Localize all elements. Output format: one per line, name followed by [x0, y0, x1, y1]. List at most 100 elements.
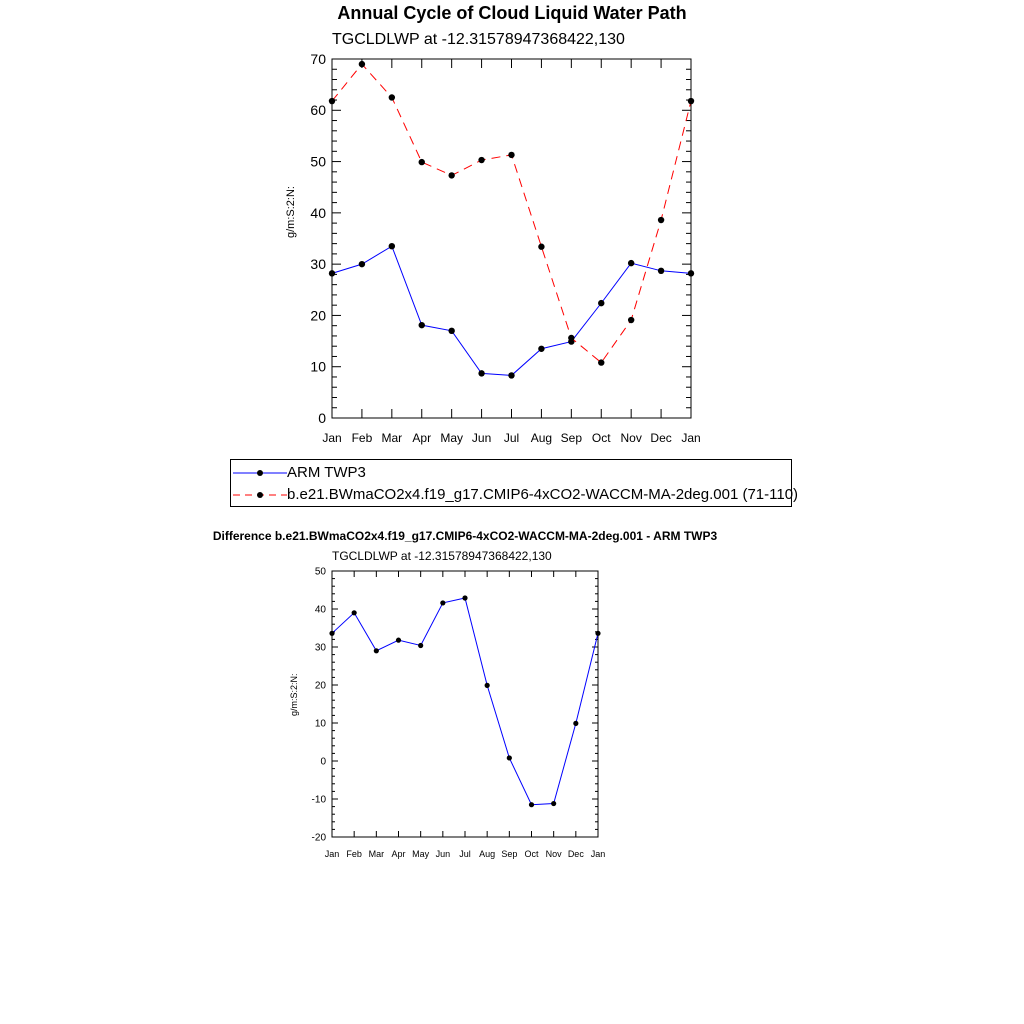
bottom-series-0-point	[551, 800, 557, 807]
top-x-tick-label: Oct	[592, 431, 611, 445]
legend-item-model: b.e21.BWmaCO2x4.f19_g17.CMIP6-4xCO2-WACC…	[231, 484, 798, 506]
top-x-tick-label: May	[440, 431, 463, 445]
bottom-x-tick-label: Feb	[346, 849, 362, 859]
top-series-1-point	[627, 316, 635, 324]
top-series-1-point	[328, 97, 336, 105]
top-series-0-point	[328, 270, 336, 277]
bottom-y-tick-label: -20	[312, 833, 327, 844]
top-series-0-point	[448, 327, 455, 335]
bottom-chart-subtitle: TGCLDLWP at -12.31578947368422,130	[332, 549, 552, 563]
bottom-y-tick-label: 30	[315, 643, 327, 654]
bottom-series-0-point	[506, 755, 512, 761]
top-y-tick-label: 30	[310, 256, 326, 272]
top-series-1-point	[657, 216, 665, 224]
bottom-series-0-point	[373, 648, 379, 654]
top-x-tick-label: Nov	[620, 431, 641, 445]
difference-chart-title: Difference b.e21.BWmaCO2x4.f19_g17.CMIP6…	[212, 529, 718, 543]
bottom-y-tick-label: -10	[312, 795, 327, 806]
top-y-tick-label: 60	[310, 102, 326, 118]
bottom-series-0-point	[595, 630, 601, 636]
bottom-x-tick-label: Aug	[479, 849, 495, 859]
top-series-line-0	[331, 245, 692, 376]
top-x-tick-label: Jun	[472, 431, 491, 445]
top-series-1-point	[388, 94, 396, 101]
bottom-series-0-point	[395, 637, 402, 643]
top-series-1-point	[358, 60, 366, 68]
bottom-x-tick-label: Sep	[501, 849, 517, 859]
bottom-series-0-point	[484, 682, 490, 688]
legend-swatch-arm-twp3	[233, 470, 287, 476]
top-series-0-point	[388, 242, 396, 250]
legend-label-model: b.e21.BWmaCO2x4.f19_g17.CMIP6-4xCO2-WACC…	[287, 486, 799, 503]
bottom-series-0-point	[440, 600, 446, 606]
bottom-chart-y-axis-label: g/m:S:2:N:	[289, 673, 299, 716]
top-series-1-point	[478, 156, 485, 164]
bottom-x-tick-label: May	[412, 849, 430, 859]
top-y-tick-label: 40	[310, 205, 326, 221]
top-series-0-point	[657, 267, 665, 275]
top-x-tick-label: Apr	[412, 431, 431, 445]
top-series-1-point	[508, 151, 515, 159]
bottom-plot-group: -20 -10 0 10 20 30 40 50 Jan Feb Mar Apr May Jun Jul Au…	[312, 567, 606, 860]
top-series-0-point	[538, 345, 545, 352]
top-y-tick-label: 10	[310, 359, 326, 375]
top-y-tick-label: 50	[310, 153, 326, 169]
top-x-tick-label: Sep	[561, 431, 583, 445]
legend-label-arm-twp3: ARM TWP3	[287, 464, 366, 481]
top-y-tick-label: 0	[318, 410, 326, 426]
top-series-0-point	[478, 370, 485, 377]
legend-swatch-model	[233, 492, 287, 498]
bottom-x-tick-label: Mar	[369, 849, 385, 859]
bottom-x-tick-label: Jul	[459, 849, 471, 859]
top-series-1-point	[568, 334, 575, 342]
top-x-tick-label: Aug	[531, 431, 552, 445]
legend: ARM TWP3 b.e21.BWmaCO2x4.f19_g17.CMIP6-4…	[230, 459, 798, 507]
top-plot-frame	[331, 58, 692, 419]
bottom-series-0-point	[573, 720, 579, 726]
bottom-series-0-point	[418, 642, 424, 649]
bottom-x-tick-label: Jun	[436, 849, 451, 859]
top-y-tick-label: 70	[310, 51, 326, 67]
top-series-0-point	[418, 321, 425, 329]
top-series-0-point	[358, 260, 366, 268]
top-x-tick-label: Jan	[681, 431, 700, 445]
top-series-1-point	[687, 97, 695, 105]
bottom-y-tick-label: 20	[315, 681, 327, 692]
top-series-1-point	[538, 243, 545, 250]
top-series-0-point	[687, 270, 695, 277]
bottom-x-tick-label: Dec	[568, 849, 585, 859]
bottom-y-tick-label: 50	[315, 567, 327, 578]
top-series-0-point	[627, 259, 635, 267]
bottom-x-tick-label: Apr	[391, 849, 405, 859]
top-series-1-point	[448, 172, 455, 179]
bottom-x-tick-label: Jan	[325, 849, 340, 859]
bottom-series-0-point	[351, 610, 357, 616]
top-x-tick-label: Jul	[504, 431, 519, 445]
bottom-x-tick-label: Jan	[591, 849, 606, 859]
bottom-y-tick-label: 0	[320, 757, 326, 768]
bottom-series-0-point	[528, 802, 535, 808]
bottom-series-0-point	[462, 595, 468, 601]
top-plot-group: 0 10 20 30 40 50 60 70 Jan Feb Mar Apr May Jun Jul Aug S…	[310, 51, 700, 445]
bottom-y-tick-label: 40	[315, 605, 327, 616]
main-title: Annual Cycle of Cloud Liquid Water Path	[337, 3, 687, 23]
bottom-series-line-0	[331, 597, 599, 806]
top-x-tick-label: Dec	[650, 431, 671, 445]
legend-item-arm-twp3: ARM TWP3	[231, 462, 791, 484]
top-y-tick-label: 20	[310, 307, 326, 323]
top-chart-subtitle: TGCLDLWP at -12.31578947368422,130	[332, 31, 625, 48]
top-series-0-point	[598, 299, 605, 307]
bottom-x-tick-label: Oct	[524, 849, 539, 859]
top-series-1-point	[418, 158, 425, 166]
top-series-0-point	[508, 372, 515, 379]
top-x-tick-label: Jan	[322, 431, 341, 445]
top-series-line-1	[331, 63, 692, 364]
bottom-plot-frame	[331, 570, 599, 838]
bottom-y-tick-label: 10	[315, 719, 327, 730]
top-x-tick-label: Mar	[381, 431, 402, 445]
bottom-series-0-point	[329, 630, 335, 636]
top-x-tick-label: Feb	[352, 431, 373, 445]
top-series-1-point	[598, 359, 605, 366]
bottom-x-tick-label: Nov	[546, 849, 563, 859]
